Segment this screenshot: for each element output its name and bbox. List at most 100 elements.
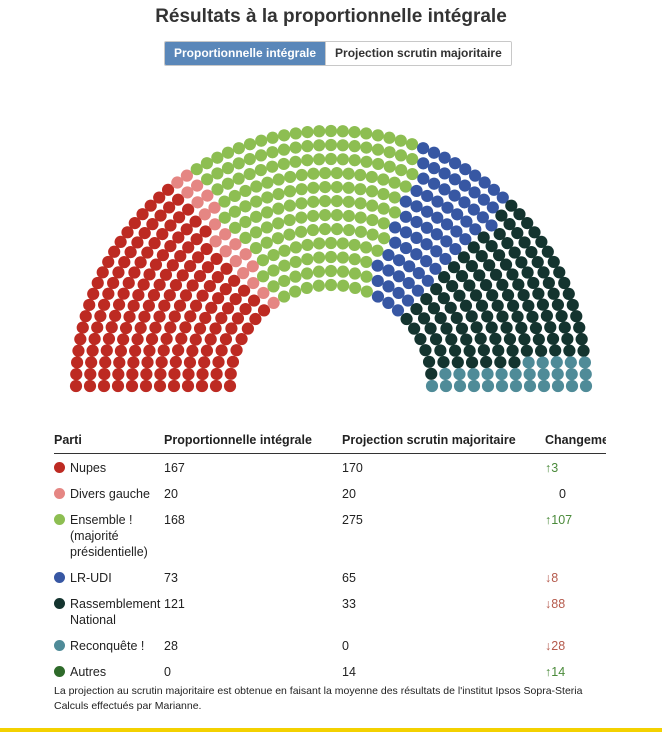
seat-dot bbox=[283, 213, 296, 227]
seat-dot bbox=[228, 274, 241, 287]
seat-dot bbox=[515, 256, 528, 269]
seat-dot bbox=[494, 356, 507, 369]
seat-dot bbox=[278, 259, 291, 272]
seat-dot bbox=[444, 301, 457, 314]
tab-majority-projection[interactable]: Projection scrutin majoritaire bbox=[325, 42, 511, 65]
seat-dot bbox=[365, 185, 379, 198]
seat-dot bbox=[330, 195, 344, 208]
seat-dot bbox=[134, 256, 147, 269]
seat-dot bbox=[212, 355, 225, 369]
seat-dot bbox=[237, 267, 250, 280]
seat-dot bbox=[468, 186, 481, 199]
seat-dot bbox=[544, 321, 557, 334]
arrow-down-icon: ↓ bbox=[545, 571, 552, 585]
tab-proportional[interactable]: Proportionnelle intégrale bbox=[165, 42, 326, 65]
seat-dot bbox=[371, 290, 385, 303]
seat-dot bbox=[114, 344, 128, 358]
seat-dot bbox=[408, 322, 421, 335]
seat-dot bbox=[203, 280, 216, 293]
seat-dot bbox=[124, 246, 137, 259]
seat-dot bbox=[190, 233, 203, 246]
table-header-row: Parti Proportionnelle intégrale Projecti… bbox=[54, 425, 606, 454]
seat-dot bbox=[146, 218, 159, 231]
seat-dot bbox=[532, 287, 545, 300]
seat-dot bbox=[167, 379, 181, 393]
seat-dot bbox=[99, 356, 112, 369]
table-row: LR-UDI 73 65 ↓8 bbox=[54, 564, 606, 590]
seat-dot bbox=[383, 131, 396, 144]
seat-dot bbox=[394, 149, 408, 162]
seat-dot bbox=[221, 162, 235, 175]
party-color-dot bbox=[54, 488, 65, 499]
seat-dot bbox=[229, 238, 242, 251]
seat-dot bbox=[153, 191, 166, 204]
seat-dot bbox=[477, 231, 490, 244]
seat-dot bbox=[427, 146, 441, 159]
seat-dot bbox=[521, 266, 534, 279]
seat-dot bbox=[348, 125, 361, 139]
seat-dot bbox=[70, 368, 83, 381]
seat-dot bbox=[215, 311, 228, 325]
cell-party: Divers gauche bbox=[54, 480, 164, 506]
seat-dot bbox=[295, 211, 308, 224]
seat-dot bbox=[469, 289, 483, 302]
seat-dot bbox=[306, 223, 320, 237]
seat-dot bbox=[228, 189, 241, 203]
seat-dot bbox=[551, 368, 564, 381]
seat-dot bbox=[399, 195, 412, 208]
seat-dot bbox=[163, 289, 176, 302]
change-value: 8 bbox=[551, 571, 559, 585]
seat-dot bbox=[226, 355, 240, 368]
seat-dot bbox=[243, 138, 257, 151]
seat-dot bbox=[209, 322, 222, 335]
cell-proportional: 167 bbox=[164, 461, 185, 475]
seat-dot bbox=[470, 321, 483, 334]
cell-change: ↓28 bbox=[545, 632, 606, 658]
seat-dot bbox=[508, 246, 521, 259]
seat-dot bbox=[102, 332, 116, 345]
table-row: Rassemblement National 121 33 ↓88 bbox=[54, 590, 606, 632]
seat-dot bbox=[366, 228, 379, 241]
seat-dot bbox=[257, 304, 271, 317]
seat-dot bbox=[371, 143, 385, 156]
seat-dot bbox=[501, 289, 515, 302]
seat-dot bbox=[410, 184, 423, 198]
seat-dot bbox=[278, 244, 291, 257]
seat-dot bbox=[261, 206, 274, 219]
seat-dot bbox=[336, 251, 349, 264]
seat-dot bbox=[102, 255, 115, 269]
seat-dot bbox=[148, 237, 161, 250]
results-table-container[interactable]: Parti Proportionnelle intégrale Projecti… bbox=[54, 425, 606, 680]
seat-dot bbox=[493, 228, 506, 241]
seat-dot bbox=[277, 157, 290, 171]
seat-dot bbox=[156, 228, 169, 241]
seat-dot bbox=[182, 203, 195, 216]
seat-dot bbox=[463, 344, 476, 357]
seat-dot bbox=[219, 245, 232, 258]
footnote-method: La projection au scrutin majoritaire est… bbox=[54, 685, 583, 697]
seat-dot bbox=[392, 286, 405, 300]
view-toggle: Proportionnelle intégrale Projection scr… bbox=[164, 41, 512, 66]
seat-dot bbox=[515, 321, 528, 334]
seat-dot bbox=[100, 344, 113, 357]
seat-dot bbox=[360, 155, 373, 168]
seat-dot bbox=[83, 379, 97, 393]
seat-dot bbox=[348, 238, 361, 252]
seat-dot bbox=[388, 191, 401, 204]
seat-dot bbox=[88, 332, 101, 346]
seat-dot bbox=[125, 379, 139, 393]
seat-dot bbox=[272, 187, 285, 201]
seat-dot bbox=[231, 312, 245, 325]
seat-dot bbox=[561, 332, 574, 346]
seat-dot bbox=[295, 183, 308, 196]
party-name: Autres bbox=[70, 665, 107, 679]
seat-dot bbox=[239, 231, 252, 245]
seat-dot bbox=[421, 274, 434, 287]
seat-dot bbox=[542, 276, 555, 290]
seat-dot bbox=[172, 231, 185, 244]
seat-dot bbox=[448, 344, 462, 357]
seat-dot bbox=[277, 290, 291, 303]
seat-dot bbox=[446, 280, 459, 293]
seat-dot bbox=[377, 232, 391, 245]
change-value: 3 bbox=[551, 461, 559, 475]
